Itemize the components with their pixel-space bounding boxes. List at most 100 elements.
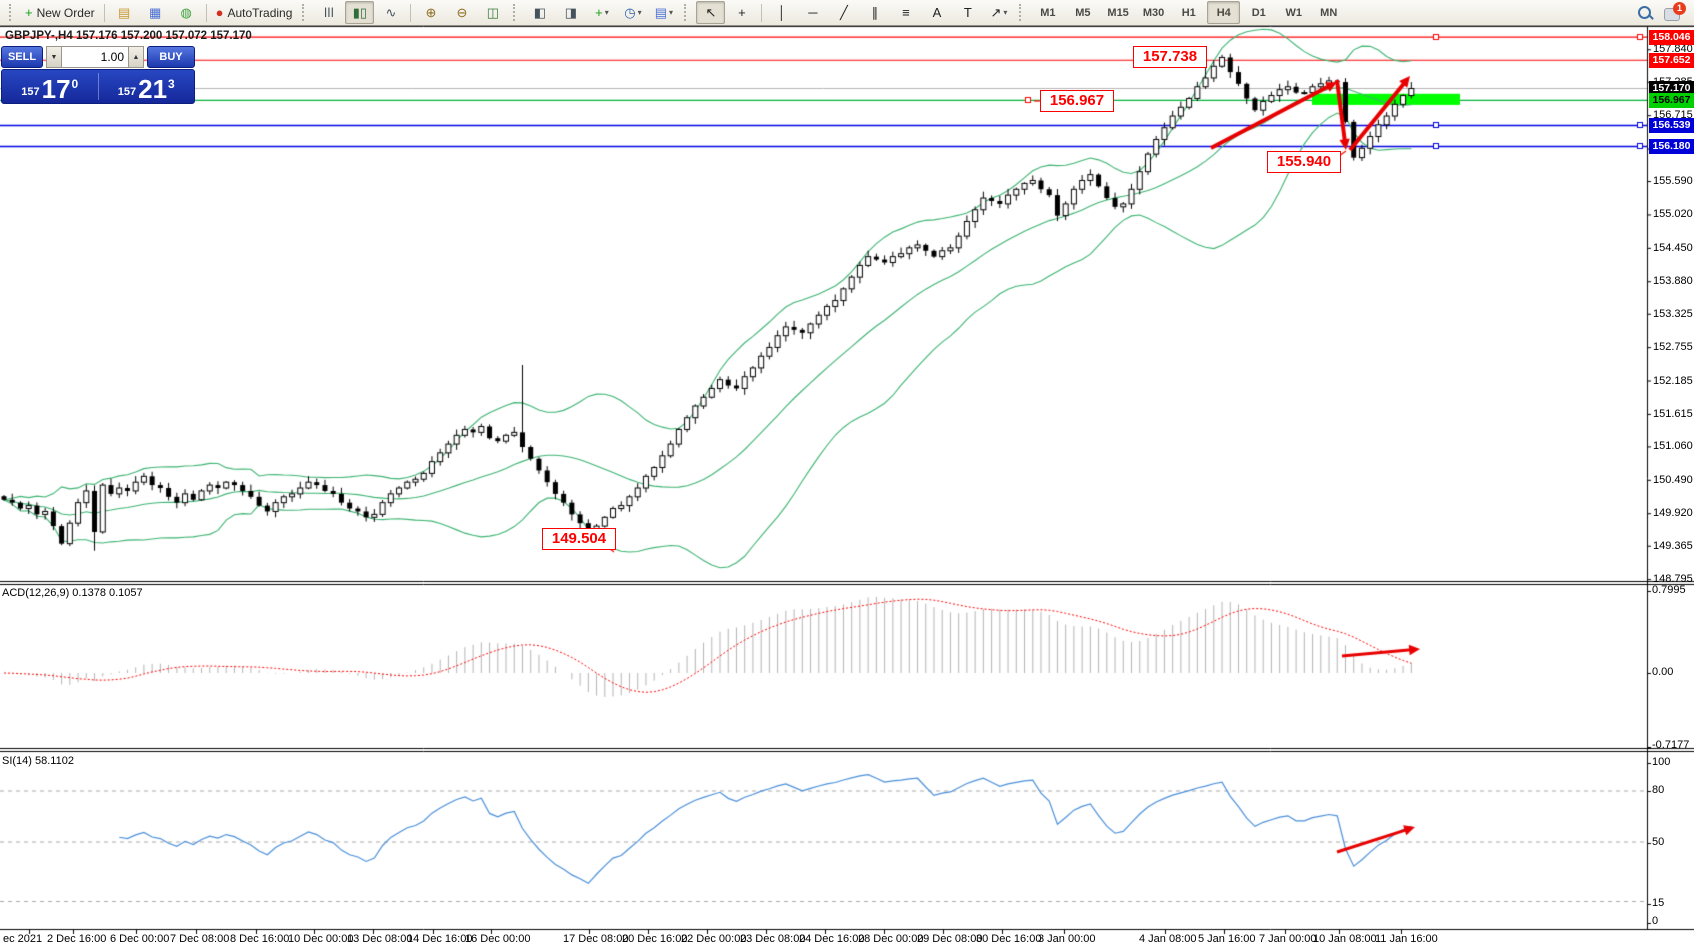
price-axis-tick: 151.060 xyxy=(1653,440,1693,453)
time-axis-label: 22 Dec 00:00 xyxy=(681,933,747,945)
time-axis-label: 8 Dec 16:00 xyxy=(230,933,290,945)
volume-decrease-button[interactable]: ▼ xyxy=(46,46,62,68)
arrows-button[interactable]: ↗ ▾ xyxy=(984,1,1013,24)
templates-button[interactable]: ▤ ▾ xyxy=(649,1,678,24)
price-annotation[interactable]: 149.504 xyxy=(542,528,616,550)
price-annotation[interactable]: 156.967 xyxy=(1040,90,1114,112)
price-annotation[interactable]: 157.738 xyxy=(1133,46,1207,68)
fibonacci-button[interactable]: ≡ xyxy=(891,1,920,24)
price-axis-tick: 154.450 xyxy=(1653,241,1693,254)
autotrading-button[interactable]: ● AutoTrading xyxy=(212,1,297,24)
crosshair-button[interactable]: + xyxy=(727,1,756,24)
time-axis-label: 23 Dec 08:00 xyxy=(740,933,806,945)
text-button[interactable]: A xyxy=(922,1,951,24)
candlestick-chart-button[interactable]: ▮▯ xyxy=(345,1,375,24)
tile-windows-button[interactable]: ◫ xyxy=(478,1,507,24)
bar-chart-button[interactable]: ǀǀǀ xyxy=(314,1,343,24)
fibonacci-icon: ≡ xyxy=(902,5,910,20)
time-axis-label: 3 Jan 00:00 xyxy=(1038,933,1096,945)
timeframe-m30-button[interactable]: M30 xyxy=(1142,6,1165,19)
price-axis-badge: 156.180 xyxy=(1649,139,1694,154)
volume-increase-button[interactable]: ▲ xyxy=(128,46,144,68)
price-axis-tick: 152.755 xyxy=(1653,341,1693,354)
line-chart-icon: ∿ xyxy=(385,5,397,20)
notification-badge: 1 xyxy=(1673,1,1686,15)
channel-icon: ∥ xyxy=(871,5,879,20)
time-axis-label: 20 Dec 16:00 xyxy=(622,933,688,945)
timeframe-d1-button[interactable]: D1 xyxy=(1251,6,1266,19)
time-axis-label: 7 Dec 08:00 xyxy=(170,933,230,945)
clock-icon: ◷ xyxy=(624,5,636,20)
profiles-button[interactable]: ◧ xyxy=(525,1,554,24)
search-icon[interactable] xyxy=(1636,4,1654,22)
timeframe-m1-button[interactable]: M1 xyxy=(1040,6,1056,19)
horizontal-line-button[interactable]: ─ xyxy=(798,1,827,24)
macd-label: ACD(12,26,9) 0.1378 0.1057 xyxy=(2,587,143,599)
timeframe-h4-button[interactable]: H4 xyxy=(1207,1,1241,24)
new-order-icon: + xyxy=(25,5,33,20)
time-axis-label: 30 Dec 16:00 xyxy=(976,933,1042,945)
time-axis-label: 24 Dec 16:00 xyxy=(799,933,865,945)
cursor-button[interactable]: ↖ xyxy=(696,1,726,24)
main-toolbar: + New Order ▤ ▦ ◍ ● AutoTrading ǀǀǀ ▮▯ ∿ ⊕ ⊖ ◫ ◧ ◨ + ▾ ◷ ▾… xyxy=(0,0,1694,26)
hline-icon: ─ xyxy=(808,5,818,20)
price-axis-tick: 155.590 xyxy=(1653,175,1693,188)
rsi-axis-tick: 100 xyxy=(1652,756,1671,768)
periods-button[interactable]: ◷ ▾ xyxy=(618,1,647,24)
charts-list-button[interactable]: ◨ xyxy=(556,1,585,24)
sell-button[interactable]: SELL xyxy=(1,46,43,68)
timeframe-mn-button[interactable]: MN xyxy=(1320,6,1338,19)
toolbar-grip xyxy=(9,4,15,21)
rsi-label: SI(14) 58.1102 xyxy=(2,755,74,767)
zoom-in-button[interactable]: ⊕ xyxy=(416,1,445,24)
time-axis-label: 10 Dec 00:00 xyxy=(288,933,354,945)
toolbar-separator xyxy=(103,3,105,22)
timeframe-m15-button[interactable]: M15 xyxy=(1107,6,1129,19)
market-watch-button[interactable]: ▤ xyxy=(110,1,139,24)
bar-chart-icon: ǀǀǀ xyxy=(323,5,334,20)
candlestick-icon: ▮▯ xyxy=(352,5,368,20)
text-label-button[interactable]: T xyxy=(953,1,982,24)
timeframe-m5-button[interactable]: M5 xyxy=(1075,6,1091,19)
new-order-button[interactable]: + New Order xyxy=(21,1,99,24)
tile-windows-icon: ◫ xyxy=(486,5,500,20)
price-axis-tick: 153.880 xyxy=(1653,275,1693,288)
notification-icon[interactable]: 1 xyxy=(1664,1,1686,21)
time-axis-label: 17 Dec 08:00 xyxy=(563,933,629,945)
zoom-out-icon: ⊖ xyxy=(456,5,468,20)
template-icon: ▤ xyxy=(654,5,668,20)
price-axis-badge: 158.046 xyxy=(1649,29,1694,45)
timeframe-w1-button[interactable]: W1 xyxy=(1285,6,1302,19)
line-chart-button[interactable]: ∿ xyxy=(376,1,405,24)
time-axis-label: 16 Dec 00:00 xyxy=(465,933,531,945)
signals-button[interactable]: ◍ xyxy=(172,1,201,24)
window-icon: ▦ xyxy=(148,5,162,20)
macd-axis-tick: -0.7177 xyxy=(1652,739,1690,751)
zoom-out-button[interactable]: ⊖ xyxy=(447,1,476,24)
price-annotation[interactable]: 155.940 xyxy=(1267,151,1341,173)
toolbar-grip xyxy=(684,4,690,21)
bid-price[interactable]: 157 17 0 xyxy=(21,74,79,104)
time-axis-label: 6 Dec 00:00 xyxy=(110,933,170,945)
text-label-icon: T xyxy=(963,5,972,20)
trendline-button[interactable]: ╱ xyxy=(829,1,858,24)
rsi-axis-tick: 80 xyxy=(1652,784,1665,796)
toolbar-separator xyxy=(205,3,207,22)
autotrading-button-label: AutoTrading xyxy=(227,5,293,20)
ask-price[interactable]: 157 21 3 xyxy=(117,74,175,104)
vertical-line-button[interactable]: │ xyxy=(767,1,796,24)
time-axis-label: 28 Dec 00:00 xyxy=(858,933,924,945)
timeframe-h1-button[interactable]: H1 xyxy=(1181,6,1196,19)
data-window-button[interactable]: ▦ xyxy=(141,1,170,24)
time-axis-label: 10 Jan 08:00 xyxy=(1313,933,1377,945)
volume-input[interactable] xyxy=(62,46,128,68)
price-axis-badge: 157.652 xyxy=(1649,52,1694,68)
price-axis-badge: 156.539 xyxy=(1649,117,1694,133)
channel-button[interactable]: ∥ xyxy=(860,1,889,24)
indicators-button[interactable]: + ▾ xyxy=(587,1,616,24)
signal-icon: ◍ xyxy=(180,5,192,20)
toolbar-grip xyxy=(302,4,308,21)
buy-button[interactable]: BUY xyxy=(147,46,195,68)
